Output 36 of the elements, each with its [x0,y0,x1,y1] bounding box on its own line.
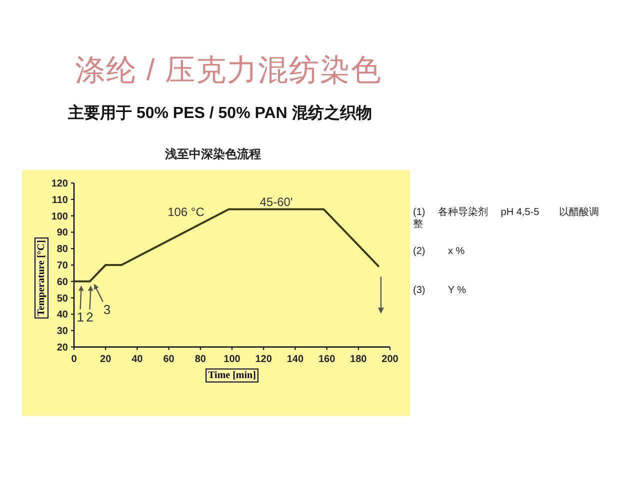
line-series [73,208,380,282]
text: (3) Y % [413,285,467,297]
x-tick-label: 0 [71,354,78,365]
y-tick-label: 110 [52,194,68,206]
x-tick-label: 120 [255,354,272,365]
y-tick-label: 30 [56,326,68,338]
x-tick-label: 160 [318,354,336,365]
x-tick-label: 180 [350,354,368,365]
y-tick-label: 80 [56,244,68,256]
text: (1) 各种导染剂 pH 4,5-5 以醋酸调整 [413,207,600,231]
annotation: 2 [86,309,94,324]
annotation: 45-60' [260,194,293,209]
text: (2) x % [413,246,466,258]
annotation: 1 [76,309,84,324]
x-tick-label: 100 [224,354,241,365]
y-tick-label: 90 [56,228,68,239]
y-tick-label: 100 [51,211,68,222]
chart-title: 涤纶 / 压克力混纺染色 [75,53,382,89]
x-tick-label: 200 [382,354,399,365]
x-tick-label: 140 [286,354,304,365]
x-tick-label: 80 [194,354,206,365]
x-tick-label: 20 [100,354,112,365]
y-tick-label: 40 [56,310,68,321]
text: 浅至中深染色流程 [165,146,261,163]
x-tick-label: 60 [163,354,175,365]
x-tick-label: 40 [132,354,144,365]
y-tick-label: 60 [56,276,68,288]
y-tick-label: 50 [56,293,68,304]
chart-subtitle: 主要用于 50% PES / 50% PAN 混纺之织物 [68,103,372,124]
annotation: 106 °C [168,205,205,219]
y-axis-title: Temperature [°C] [36,240,47,316]
y-tick-label: 70 [56,260,68,272]
y-tick-label: 20 [56,342,68,354]
annotation: 3 [103,302,111,317]
y-tick-label: 120 [51,178,68,190]
x-axis-title: Time [min] [208,370,256,381]
